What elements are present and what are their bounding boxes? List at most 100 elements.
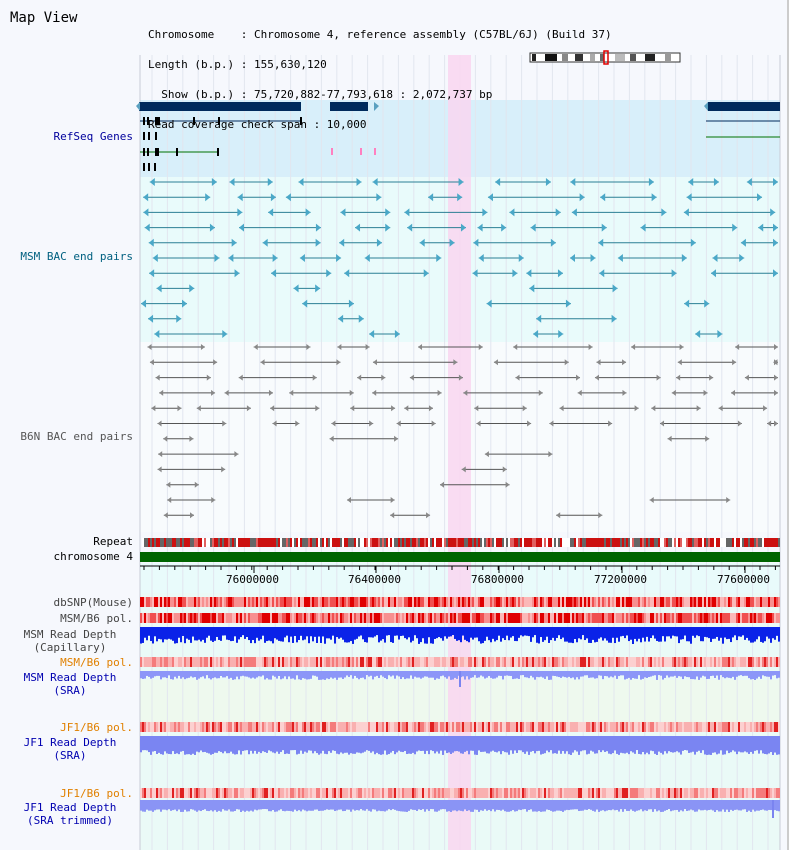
msm-pol-heat-cell [716,613,718,623]
msm-capillary-depth-bar [540,627,542,638]
track-label-refseq[interactable]: RefSeq Genes [53,130,133,143]
msm-capillary-depth-bar [182,627,184,636]
jf1-pol-heat-cell [462,722,464,732]
msm-sra-depth-bar [406,671,408,679]
msm-pol-heat-cell [730,657,732,667]
msm-pol-heat-cell [642,613,644,623]
msm-pol-heat-cell [214,657,216,667]
track-label-jf1-b6-pol-1[interactable]: JF1/B6 pol. [60,721,133,734]
msm-pol-heat-cell [746,657,748,667]
bac-end-marker [773,238,778,247]
msm-pol-heat-cell [456,613,458,623]
jf1-trimmed-depth-bar [212,800,214,812]
msm-capillary-depth-bar [296,627,298,643]
jf1-pol-heat-cell [534,788,536,798]
track-label-repeat[interactable]: Repeat [93,535,133,548]
msm-pol-heat-cell [692,657,694,667]
msm-sra-depth-bar [254,671,256,679]
msm-pol-heat-cell [462,657,464,667]
bac-end-marker [426,512,431,519]
msm-sra-depth-bar [258,671,260,677]
msm-pol-heat-cell [276,657,278,667]
msm-capillary-depth-bar [656,627,658,641]
jf1-pol-heat-cell [466,788,468,798]
track-label-jf1-read-depth-sra[interactable]: JF1 Read Depth (SRA) [2,736,138,762]
msm-pol-heat-cell [204,657,206,667]
track-label-msm-bac[interactable]: MSM BAC end pairs [20,250,133,263]
msm-sra-depth-bar [402,671,404,678]
msm-pol-heat-cell [230,613,232,623]
jf1-pol-heat-cell [762,722,764,732]
bac-end-marker [684,299,690,308]
track-label-msm-b6-pol-2[interactable]: MSM/B6 pol. [60,656,133,669]
jf1-sra-depth-bar [266,736,268,753]
jf1-sra-depth-bar [320,736,322,754]
jf1-trimmed-depth-bar [288,800,290,811]
jf1-trimmed-depth-bar [778,800,780,812]
msm-pol-heat-cell [492,657,494,667]
bac-end-marker [713,178,719,186]
repeat-mark [252,538,254,547]
msm-capillary-depth-bar [716,627,718,637]
jf1-pol-heat-cell [604,722,606,732]
jf1-pol-heat-cell [652,788,654,798]
dbsnp-heat-cell [580,597,582,607]
chromosome-bar [140,552,780,562]
dbsnp-heat-cell [738,597,740,607]
track-label-chromosome[interactable]: chromosome 4 [53,550,133,563]
jf1-trimmed-depth-bar [742,800,744,810]
msm-capillary-depth-bar [206,627,208,638]
msm-capillary-depth-bar [566,627,568,642]
msm-sra-depth-bar [394,671,396,679]
msm-pol-heat-cell [470,657,472,667]
jf1-trimmed-depth-bar [584,800,586,810]
repeat-mark [460,538,462,547]
jf1-pol-heat-cell [490,788,492,798]
track-label-msm-read-depth-sra[interactable]: MSM Read Depth (SRA) [2,671,138,697]
jf1-pol-heat-cell [412,722,414,732]
msm-sra-depth-bar [158,671,160,676]
track-label-dbsnp[interactable]: dbSNP(Mouse) [53,596,133,609]
track-label-msm-b6-pol-1[interactable]: MSM/B6 pol. [60,612,133,625]
track-label-b6n-bac[interactable]: B6N BAC end pairs [20,430,133,443]
jf1-pol-heat-cell [752,788,754,798]
msm-pol-heat-cell [312,613,314,623]
msm-sra-depth-bar [320,671,322,680]
msm-pol-heat-cell [588,613,590,623]
msm-pol-heat-cell [506,613,508,623]
jf1-pol-heat-cell [512,722,514,732]
bac-end-marker [419,238,425,247]
track-label-msm-read-depth-capillary[interactable]: MSM Read Depth (Capillary) [2,628,138,654]
track-label-jf1-b6-pol-2[interactable]: JF1/B6 pol. [60,787,133,800]
jf1-pol-heat-cell [610,788,612,798]
msm-sra-depth-bar [526,671,528,678]
repeat-mark [432,538,434,547]
jf1-sra-depth-bar [544,736,546,754]
jf1-pol-heat-cell [270,788,272,798]
msm-pol-heat-cell [610,657,612,667]
jf1-sra-depth-bar [256,736,258,754]
msm-capillary-depth-bar [418,627,420,644]
jf1-pol-heat-cell [470,722,472,732]
msm-sra-depth-bar [638,671,640,676]
jf1-trimmed-depth-bar [420,800,422,811]
jf1-sra-depth-bar [670,736,672,753]
msm-capillary-depth-bar [160,627,162,640]
msm-pol-heat-cell [772,657,774,667]
jf1-pol-heat-cell [220,722,222,732]
jf1-pol-heat-cell [626,788,628,798]
msm-sra-depth-bar [564,671,566,678]
msm-capillary-depth-bar [676,627,678,637]
jf1-pol-heat-cell [476,788,478,798]
msm-pol-heat-cell [688,657,690,667]
jf1-trimmed-depth-bar [710,800,712,810]
jf1-pol-heat-cell [380,722,382,732]
jf1-sra-depth-bar [152,736,154,752]
msm-pol-heat-cell [514,657,516,667]
jf1-pol-heat-cell [248,722,250,732]
msm-pol-heat-cell [276,613,278,623]
msm-pol-heat-cell [740,613,742,623]
track-label-jf1-read-depth-trimmed[interactable]: JF1 Read Depth (SRA trimmed) [2,801,138,827]
